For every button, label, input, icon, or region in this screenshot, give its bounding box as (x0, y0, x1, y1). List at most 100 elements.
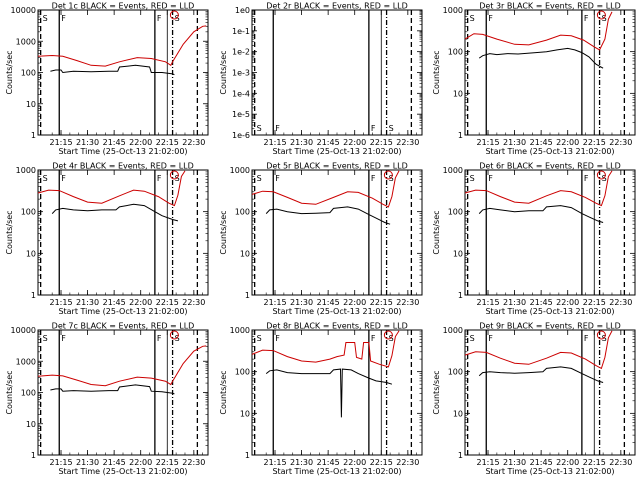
panel-5: Det 5r BLACK = Events, RED = LLD 1 10 100 10… (219, 162, 423, 316)
x-tick-label: 21:45 (530, 138, 553, 147)
x-tick-label: 21:15 (49, 138, 72, 147)
y-tick-label: 10 (26, 100, 36, 109)
x-tick-label: 22:30 (182, 298, 205, 307)
y-tick-label: 1000 (443, 6, 463, 15)
y-axis-label: Counts/sec (5, 210, 14, 254)
y-tick-label: 1 (31, 131, 36, 140)
x-axis-label: Start Time (25-Oct-13 21:02:00) (58, 307, 187, 316)
lld-marker-circle (596, 10, 606, 20)
lld-marker-circle (169, 10, 179, 20)
series-line-events (478, 47, 604, 69)
x-tick-label: 21:30 (503, 298, 526, 307)
series-line-lld (464, 170, 613, 207)
panel-7: Det 7c BLACK = Events, RED = LLD 1 10 100 10… (5, 322, 209, 476)
panel-1: Det 1c BLACK = Events, RED = LLD 1 10 100 10… (5, 2, 209, 156)
y-axis-label: Counts/sec (5, 370, 14, 414)
marker-label: F (488, 334, 493, 343)
plot-frame (464, 169, 636, 296)
y-axis-label: Counts/sec (219, 210, 228, 254)
y-tick-label: 100 (448, 208, 463, 217)
panel-2: Det 2r BLACK = Events, RED = LLD 1e-6 1e-5… (219, 2, 423, 156)
plot-frame (251, 329, 423, 456)
y-axis-label: Counts/sec (432, 210, 441, 254)
y-axis-label: Counts/sec (432, 370, 441, 414)
series-line-lld (251, 170, 400, 208)
y-tick-label: 10 (240, 249, 250, 258)
x-tick-label: 21:15 (263, 298, 286, 307)
y-tick-label: 10 (453, 89, 463, 98)
y-axis-label: Counts/sec (219, 370, 228, 414)
x-tick-label: 21:30 (290, 458, 313, 467)
y-tick-label: 100 (235, 208, 250, 217)
plot-frame (37, 329, 209, 456)
plot-frame (251, 169, 423, 296)
x-axis-label: Start Time (25-Oct-13 21:02:00) (58, 147, 187, 156)
x-tick-label: 22:00 (129, 298, 152, 307)
lld-marker-circle (596, 170, 606, 180)
marker-label: S (389, 124, 394, 133)
x-tick-label: 22:00 (129, 458, 152, 467)
y-tick-label: 10000 (11, 6, 36, 15)
x-tick-label: 22:00 (343, 458, 366, 467)
x-tick-label: 21:45 (103, 458, 126, 467)
x-tick-label: 21:15 (476, 138, 499, 147)
x-tick-label: 22:15 (583, 298, 606, 307)
marker-label: F (371, 334, 376, 343)
series-line-lld (464, 11, 613, 51)
marker-label: S (470, 14, 475, 23)
y-tick-label: 100 (21, 208, 36, 217)
y-tick-label: 100 (448, 368, 463, 377)
marker-label: S (43, 14, 48, 23)
x-tick-label: 22:30 (609, 138, 632, 147)
x-tick-label: 21:30 (290, 138, 313, 147)
y-axis-label: Counts/sec (5, 50, 14, 94)
series-line-lld (37, 170, 186, 207)
x-tick-label: 22:30 (396, 458, 419, 467)
x-tick-label: 21:30 (76, 298, 99, 307)
marker-label: F (61, 334, 66, 343)
series-line-events (265, 368, 393, 418)
y-tick-label: 1e-5 (232, 110, 250, 119)
y-tick-label: 10 (453, 249, 463, 258)
y-tick-label: 1e-1 (232, 27, 250, 36)
panel-title: Det 7c BLACK = Events, RED = LLD (52, 322, 195, 331)
x-tick-label: 22:00 (343, 138, 366, 147)
x-tick-label: 22:00 (343, 298, 366, 307)
marker-label: F (584, 174, 589, 183)
lld-marker-circle (383, 170, 393, 180)
plot-frame (37, 169, 209, 296)
panel-3: Det 3r BLACK = Events, RED = LLD 1 10 100 10… (432, 2, 636, 156)
y-tick-label: 10 (453, 409, 463, 418)
y-tick-label: 1 (458, 451, 463, 460)
plot-frame (464, 9, 636, 136)
y-tick-label: 10 (26, 420, 36, 429)
series-line-events (51, 203, 179, 222)
x-tick-label: 21:15 (476, 458, 499, 467)
lld-marker-circle (169, 170, 179, 180)
x-tick-label: 21:15 (49, 458, 72, 467)
marker-label: S (257, 124, 262, 133)
x-tick-label: 21:15 (49, 298, 72, 307)
x-tick-label: 21:30 (76, 458, 99, 467)
y-tick-label: 1000 (16, 37, 36, 46)
x-tick-label: 22:00 (556, 298, 579, 307)
y-tick-label: 1 (245, 451, 250, 460)
panel-title: Det 8r BLACK = Events, RED = LLD (266, 322, 408, 331)
x-axis-label: Start Time (25-Oct-13 21:02:00) (272, 307, 401, 316)
x-tick-label: 22:00 (556, 458, 579, 467)
panel-title: Det 1c BLACK = Events, RED = LLD (52, 2, 195, 11)
y-tick-label: 1 (31, 291, 36, 300)
x-tick-label: 22:15 (156, 458, 179, 467)
y-tick-label: 1000 (16, 166, 36, 175)
panel-title: Det 5r BLACK = Events, RED = LLD (266, 162, 408, 171)
marker-label: F (371, 174, 376, 183)
series-line-lld (464, 330, 613, 370)
x-axis-label: Start Time (25-Oct-13 21:02:00) (58, 467, 187, 476)
panel-4: Det 4r BLACK = Events, RED = LLD 1 10 100 10… (5, 162, 209, 316)
marker-label: F (275, 124, 280, 133)
x-tick-label: 21:30 (503, 138, 526, 147)
x-tick-label: 22:15 (370, 298, 393, 307)
x-tick-label: 22:30 (396, 138, 419, 147)
y-tick-label: 100 (235, 368, 250, 377)
x-tick-label: 21:30 (503, 458, 526, 467)
